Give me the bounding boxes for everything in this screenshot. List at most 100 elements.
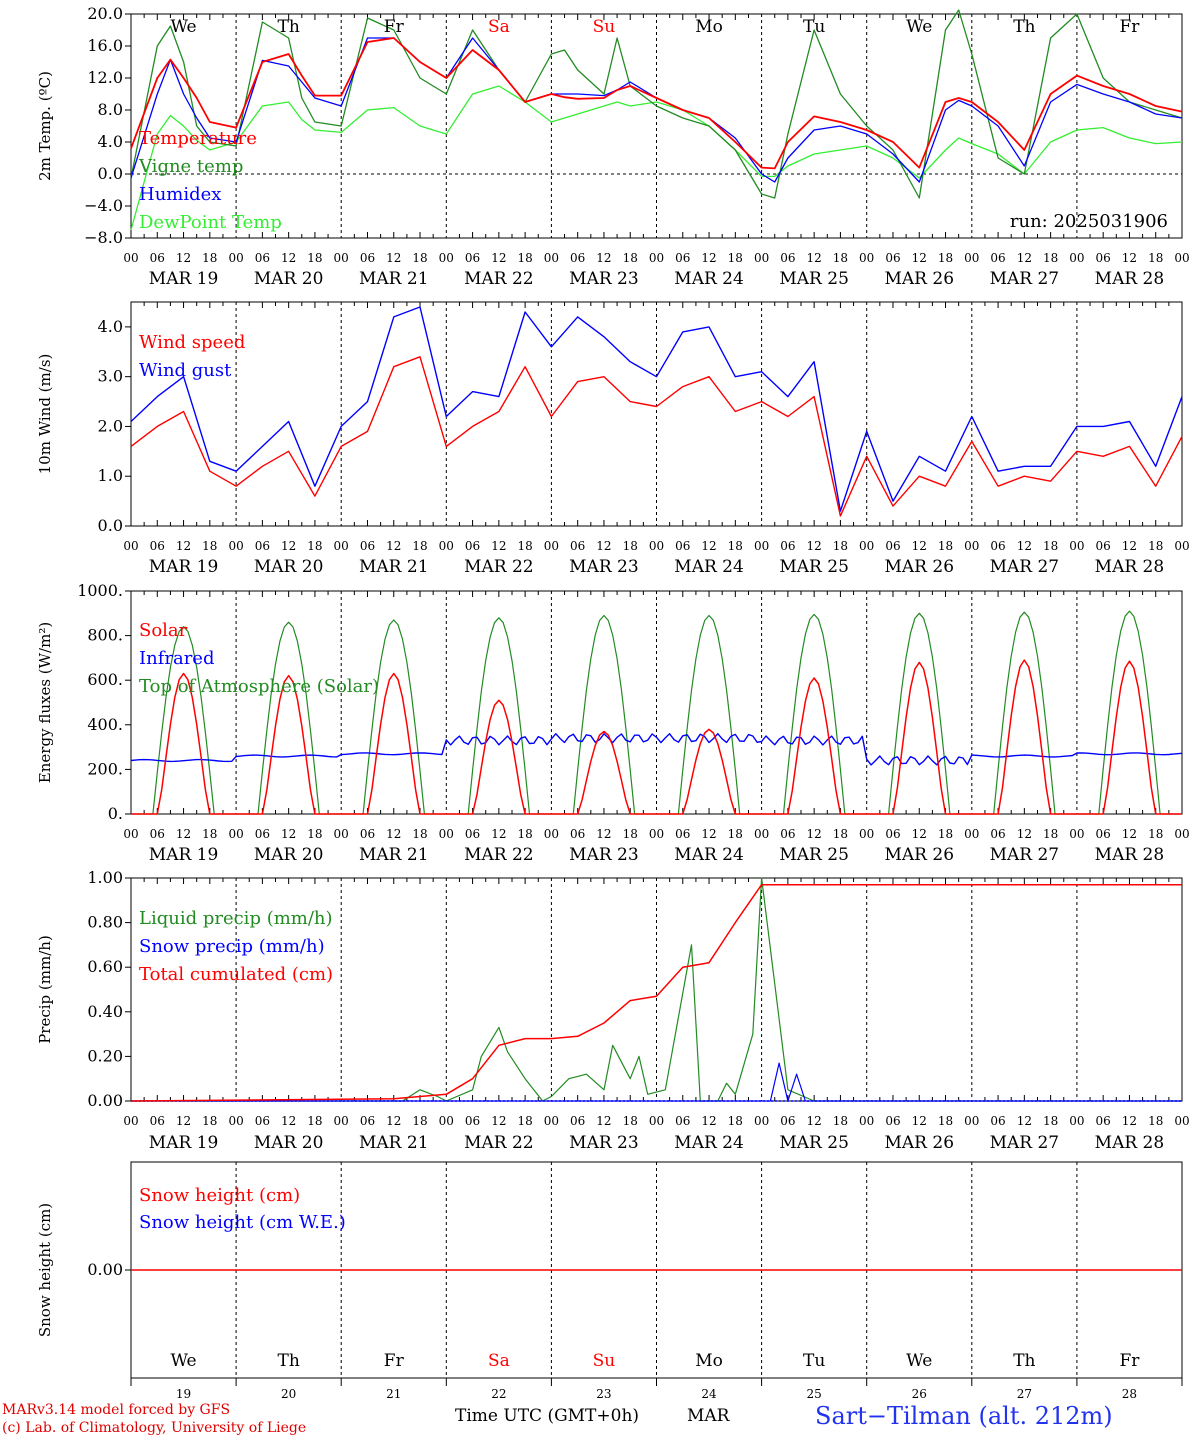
date-label: MAR 19 <box>149 1133 219 1153</box>
hour-tick-label: 12 <box>386 827 401 841</box>
day-number-label: 25 <box>807 1387 822 1401</box>
day-label-top: We <box>170 17 196 37</box>
day-label-bottom: Su <box>593 1351 616 1371</box>
hour-tick-label: 18 <box>623 251 638 265</box>
hour-tick-label: 00 <box>1174 827 1189 841</box>
date-label: MAR 19 <box>149 557 219 577</box>
y-axis-label-3: Energy fluxes (W/m²) <box>36 622 54 783</box>
day-label-bottom: Fr <box>1119 1351 1140 1371</box>
hour-tick-label: 18 <box>833 827 848 841</box>
date-label: MAR 23 <box>569 845 639 865</box>
y-axis-label-5: Snow height (cm) <box>36 1203 54 1337</box>
hour-tick-label: 12 <box>386 1114 401 1128</box>
y-tick-label: 3.0 <box>98 367 123 386</box>
y-tick-label: 0.0 <box>98 516 123 535</box>
date-label: MAR 23 <box>569 557 639 577</box>
hour-tick-label: 12 <box>281 827 296 841</box>
day-label-top: Tu <box>803 17 825 37</box>
hour-tick-label: 12 <box>912 251 927 265</box>
hour-tick-label: 06 <box>675 1114 690 1128</box>
series-line-wind-speed <box>130 356 1183 517</box>
day-label-top: Su <box>593 17 616 37</box>
day-label-bottom: Th <box>278 1351 300 1371</box>
date-label: MAR 24 <box>674 1133 744 1153</box>
hour-tick-label: 12 <box>807 539 822 553</box>
hour-tick-label: 00 <box>544 827 559 841</box>
series-line-dewpoint-temp <box>130 85 1183 231</box>
hour-tick-label: 12 <box>701 1114 716 1128</box>
legend-solar: Solar <box>139 620 188 641</box>
hour-tick-label: 00 <box>123 251 138 265</box>
series-line-wind-gust <box>130 306 1183 512</box>
day-label-top: Mo <box>695 17 723 37</box>
series-line-solar <box>131 659 1182 815</box>
hour-tick-label: 18 <box>307 539 322 553</box>
hour-tick-label: 00 <box>859 827 874 841</box>
hour-tick-label: 06 <box>1096 251 1111 265</box>
month-label: MAR <box>687 1406 730 1426</box>
y-tick-label: 0.40 <box>87 1002 123 1021</box>
hour-tick-label: 00 <box>1069 1114 1084 1128</box>
hour-tick-label: 06 <box>990 539 1005 553</box>
hour-tick-label: 00 <box>1069 251 1084 265</box>
hour-tick-label: 06 <box>150 827 165 841</box>
hour-tick-label: 12 <box>807 251 822 265</box>
date-label: MAR 24 <box>674 557 744 577</box>
hour-tick-label: 12 <box>912 539 927 553</box>
hour-tick-label: 18 <box>938 827 953 841</box>
hour-tick-label: 00 <box>754 539 769 553</box>
legend-humidex: Humidex <box>139 184 221 205</box>
hour-tick-label: 06 <box>570 251 585 265</box>
hour-tick-label: 06 <box>465 539 480 553</box>
hour-tick-label: 06 <box>675 251 690 265</box>
hour-tick-label: 06 <box>255 1114 270 1128</box>
hour-tick-label: 00 <box>754 1114 769 1128</box>
date-label: MAR 28 <box>1095 269 1165 289</box>
hour-tick-label: 00 <box>1069 539 1084 553</box>
hour-tick-label: 18 <box>728 827 743 841</box>
hour-tick-label: 18 <box>202 539 217 553</box>
y-tick-label: 2.0 <box>98 416 123 435</box>
hour-tick-label: 06 <box>675 827 690 841</box>
hour-tick-label: 00 <box>649 251 664 265</box>
y-tick-label: 4.0 <box>98 132 123 151</box>
date-label: MAR 22 <box>464 1133 534 1153</box>
hour-tick-label: 18 <box>938 251 953 265</box>
hour-tick-label: 06 <box>255 827 270 841</box>
hour-tick-label: 00 <box>964 539 979 553</box>
y-tick-label: 20.0 <box>87 4 123 23</box>
hour-tick-label: 00 <box>228 251 243 265</box>
day-label-bottom: Th <box>1013 1351 1035 1371</box>
y-tick-label: 400. <box>87 715 123 734</box>
y-tick-label: −8.0 <box>84 228 123 247</box>
hour-tick-label: 12 <box>491 1114 506 1128</box>
panel-frame-2 <box>130 301 1183 527</box>
hour-tick-label: 18 <box>833 539 848 553</box>
hour-tick-label: 00 <box>334 251 349 265</box>
date-label: MAR 27 <box>990 1133 1060 1153</box>
hour-tick-label: 06 <box>255 539 270 553</box>
hour-tick-label: 18 <box>938 539 953 553</box>
date-label: MAR 25 <box>779 269 849 289</box>
date-label: MAR 23 <box>569 1133 639 1153</box>
hour-tick-label: 12 <box>491 827 506 841</box>
hour-tick-label: 06 <box>675 539 690 553</box>
day-label-top: Th <box>1013 17 1035 37</box>
day-number-label: 22 <box>491 1387 506 1401</box>
day-number-label: 23 <box>596 1387 611 1401</box>
date-label: MAR 21 <box>359 1133 429 1153</box>
hour-tick-label: 18 <box>412 827 427 841</box>
hour-tick-label: 12 <box>491 251 506 265</box>
model-credit: MARv3.14 model forced by GFS <box>2 1402 231 1418</box>
y-tick-label: 1.0 <box>98 466 123 485</box>
y-axis-label-1: 2m Temp. (ºC) <box>36 71 54 181</box>
legend-dewpoint-temp: DewPoint Temp <box>139 212 282 233</box>
hour-tick-label: 06 <box>990 1114 1005 1128</box>
legend-snow-height-cm-w-e-: Snow height (cm W.E.) <box>139 1212 346 1233</box>
legend-snow-precip-mm-h-: Snow precip (mm/h) <box>139 936 325 957</box>
legend-top-of-atmosphere-solar-: Top of Atmosphere (Solar) <box>139 676 379 697</box>
hour-tick-label: 12 <box>596 827 611 841</box>
legend-vigne-temp: Vigne temp <box>138 156 243 177</box>
date-label: MAR 23 <box>569 269 639 289</box>
y-tick-label: 1000. <box>77 581 123 600</box>
